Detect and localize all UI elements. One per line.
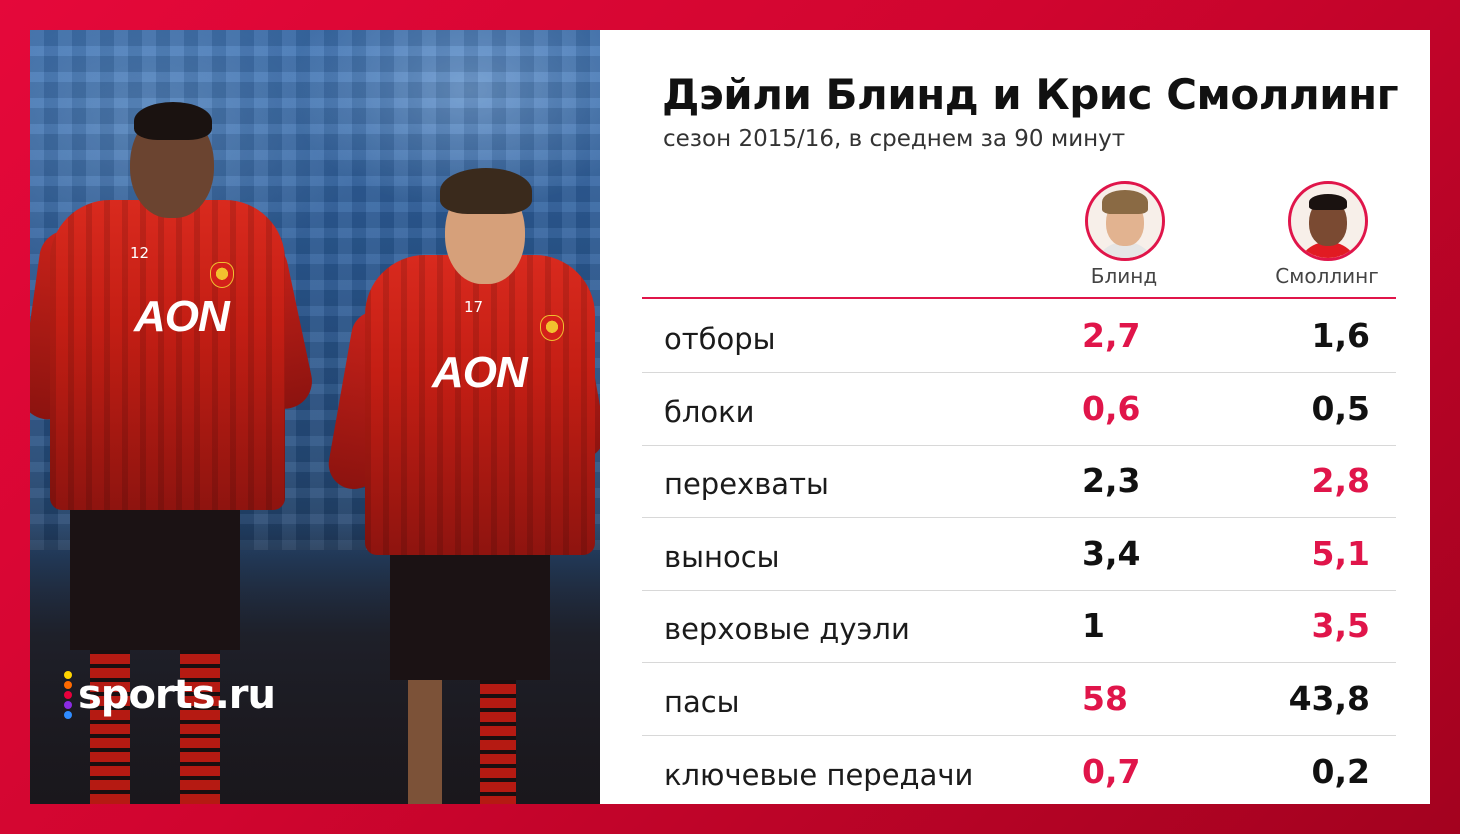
stat-label: пасы [664,685,740,719]
logo-dot [64,711,72,719]
stat-value-blind: 3,4 [1082,533,1141,573]
stat-row: верховые дуэли 1 3,5 [642,590,1396,664]
stat-label: ключевые передачи [664,757,974,792]
stat-row: отборы 2,7 1,6 [642,300,1396,373]
stat-row: выносы 3,4 5,1 [642,518,1396,591]
player-name-smalling: Смоллинг [1275,264,1379,288]
logo-dot [64,681,72,689]
stat-value-blind: 1 [1082,606,1105,646]
sponsor-text: AON [432,348,528,397]
stat-value-blind: 0,6 [1082,388,1141,428]
blind-avatar [1085,181,1165,261]
smalling-avatar [1288,181,1368,261]
club-crest-icon [210,262,234,288]
stat-value-blind: 2,7 [1082,316,1141,355]
stat-row: пасы 58 43,8 [642,663,1396,736]
stat-value-smalling: 5,1 [1311,533,1370,573]
stat-value-smalling: 43,8 [1288,679,1370,718]
stat-value-smalling: 3,5 [1311,606,1370,646]
stat-row: перехваты 2,3 2,8 [642,445,1396,519]
stat-label: выносы [664,539,780,574]
player-name-blind: Блинд [1090,264,1158,288]
jersey-number: 17 [464,298,484,316]
infographic-card: AON 12 AON 17 sports.ru Дэйли Блинд и Кр… [30,30,1430,804]
logo-dot [64,691,72,699]
jersey-number: 12 [130,244,150,262]
header-divider [642,297,1396,299]
logo-dots-icon [64,671,72,719]
stat-label: отборы [664,322,776,356]
sponsor-text: AON [134,292,230,341]
sports-ru-logo: sports.ru [64,670,276,720]
stat-value-smalling: 1,6 [1311,316,1370,355]
logo-dot [64,701,72,709]
stat-label: блоки [664,394,755,429]
stat-label: перехваты [664,467,829,502]
page-title: Дэйли Блинд и Крис Смоллинг [662,70,1399,119]
stat-value-smalling: 2,8 [1311,461,1370,501]
player-figure-blind: AON 17 [324,30,600,804]
logo-text: sports.ru [78,672,276,718]
stat-value-smalling: 0,2 [1311,751,1370,791]
stat-value-smalling: 0,5 [1311,388,1370,428]
stat-value-blind: 2,3 [1082,461,1141,501]
stat-row: ключевые передачи 0,7 0,2 [642,736,1396,804]
page-subtitle: сезон 2015/16, в среднем за 90 минут [663,126,1126,152]
stat-value-blind: 58 [1082,679,1128,718]
player-figure-smalling: AON 12 [30,30,330,804]
logo-dot [64,671,72,679]
stat-row: блоки 0,6 0,5 [642,373,1396,446]
stat-value-blind: 0,7 [1082,751,1141,791]
club-crest-icon [540,315,564,341]
players-photo: AON 12 AON 17 sports.ru [30,30,600,804]
stat-label: верховые дуэли [664,612,910,647]
